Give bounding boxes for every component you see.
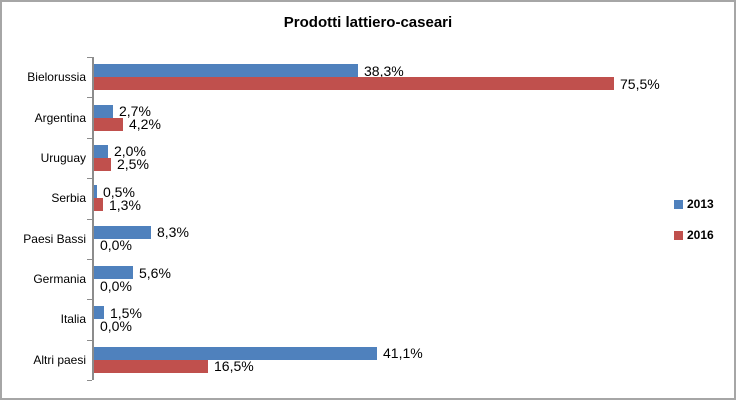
legend-swatch-2016-icon bbox=[674, 230, 683, 240]
value-label-2013: 2,0% bbox=[114, 143, 146, 159]
value-label-2016: 75,5% bbox=[620, 76, 660, 92]
legend-item-2013[interactable]: 2013 bbox=[674, 197, 714, 211]
bar-2013[interactable] bbox=[94, 105, 113, 118]
value-label-2016: 1,3% bbox=[109, 197, 141, 213]
value-label-2013: 41,1% bbox=[383, 345, 423, 361]
axis-tick bbox=[87, 299, 92, 300]
bar-2016[interactable] bbox=[94, 77, 614, 90]
bar-2013[interactable] bbox=[94, 226, 151, 239]
value-label-2013: 38,3% bbox=[364, 63, 404, 79]
category-label: Paesi Bassi bbox=[23, 232, 86, 246]
axis-tick bbox=[87, 57, 92, 58]
bar-2016[interactable] bbox=[94, 158, 111, 171]
value-label-2016: 4,2% bbox=[129, 116, 161, 132]
legend-item-2016[interactable]: 2016 bbox=[674, 228, 714, 242]
bar-2013[interactable] bbox=[94, 64, 358, 77]
legend-label-2013: 2013 bbox=[687, 197, 714, 211]
value-label-2013: 1,5% bbox=[110, 305, 142, 321]
bar-2016[interactable] bbox=[94, 118, 123, 131]
axis-tick bbox=[87, 380, 92, 381]
value-label-2013: 2,7% bbox=[119, 103, 151, 119]
legend-swatch-2013-icon bbox=[674, 199, 683, 209]
category-label: Germania bbox=[33, 272, 86, 286]
category-label: Argentina bbox=[34, 111, 86, 125]
category-label: Uruguay bbox=[40, 151, 86, 165]
value-label-2016: 0,0% bbox=[100, 318, 132, 334]
value-label-2013: 8,3% bbox=[157, 224, 189, 240]
value-label-2016: 16,5% bbox=[214, 358, 254, 374]
bar-2013[interactable] bbox=[94, 266, 133, 279]
legend: 2013 2016 bbox=[674, 197, 714, 242]
category-label: Italia bbox=[60, 312, 86, 326]
category-label: Altri paesi bbox=[33, 353, 86, 367]
value-label-2016: 0,0% bbox=[100, 278, 132, 294]
bar-2013[interactable] bbox=[94, 185, 97, 198]
chart-title: Prodotti lattiero-caseari bbox=[283, 14, 453, 31]
value-label-2016: 0,0% bbox=[100, 237, 132, 253]
bar-2016[interactable] bbox=[94, 198, 103, 211]
legend-label-2016: 2016 bbox=[687, 228, 714, 242]
bar-2016[interactable] bbox=[94, 360, 208, 373]
bar-2013[interactable] bbox=[94, 306, 104, 319]
bar-2013[interactable] bbox=[94, 347, 377, 360]
category-label: Bielorussia bbox=[27, 70, 86, 84]
axis-tick bbox=[87, 97, 92, 98]
axis-tick bbox=[87, 259, 92, 260]
category-label: Serbia bbox=[51, 191, 86, 205]
value-label-2013: 0,5% bbox=[103, 184, 135, 200]
axis-tick bbox=[87, 178, 92, 179]
axis-tick bbox=[87, 138, 92, 139]
axis-tick bbox=[87, 219, 92, 220]
axis-tick bbox=[87, 340, 92, 341]
bar-2013[interactable] bbox=[94, 145, 108, 158]
category-axis bbox=[92, 57, 94, 380]
value-label-2013: 5,6% bbox=[139, 265, 171, 281]
value-label-2016: 2,5% bbox=[117, 156, 149, 172]
